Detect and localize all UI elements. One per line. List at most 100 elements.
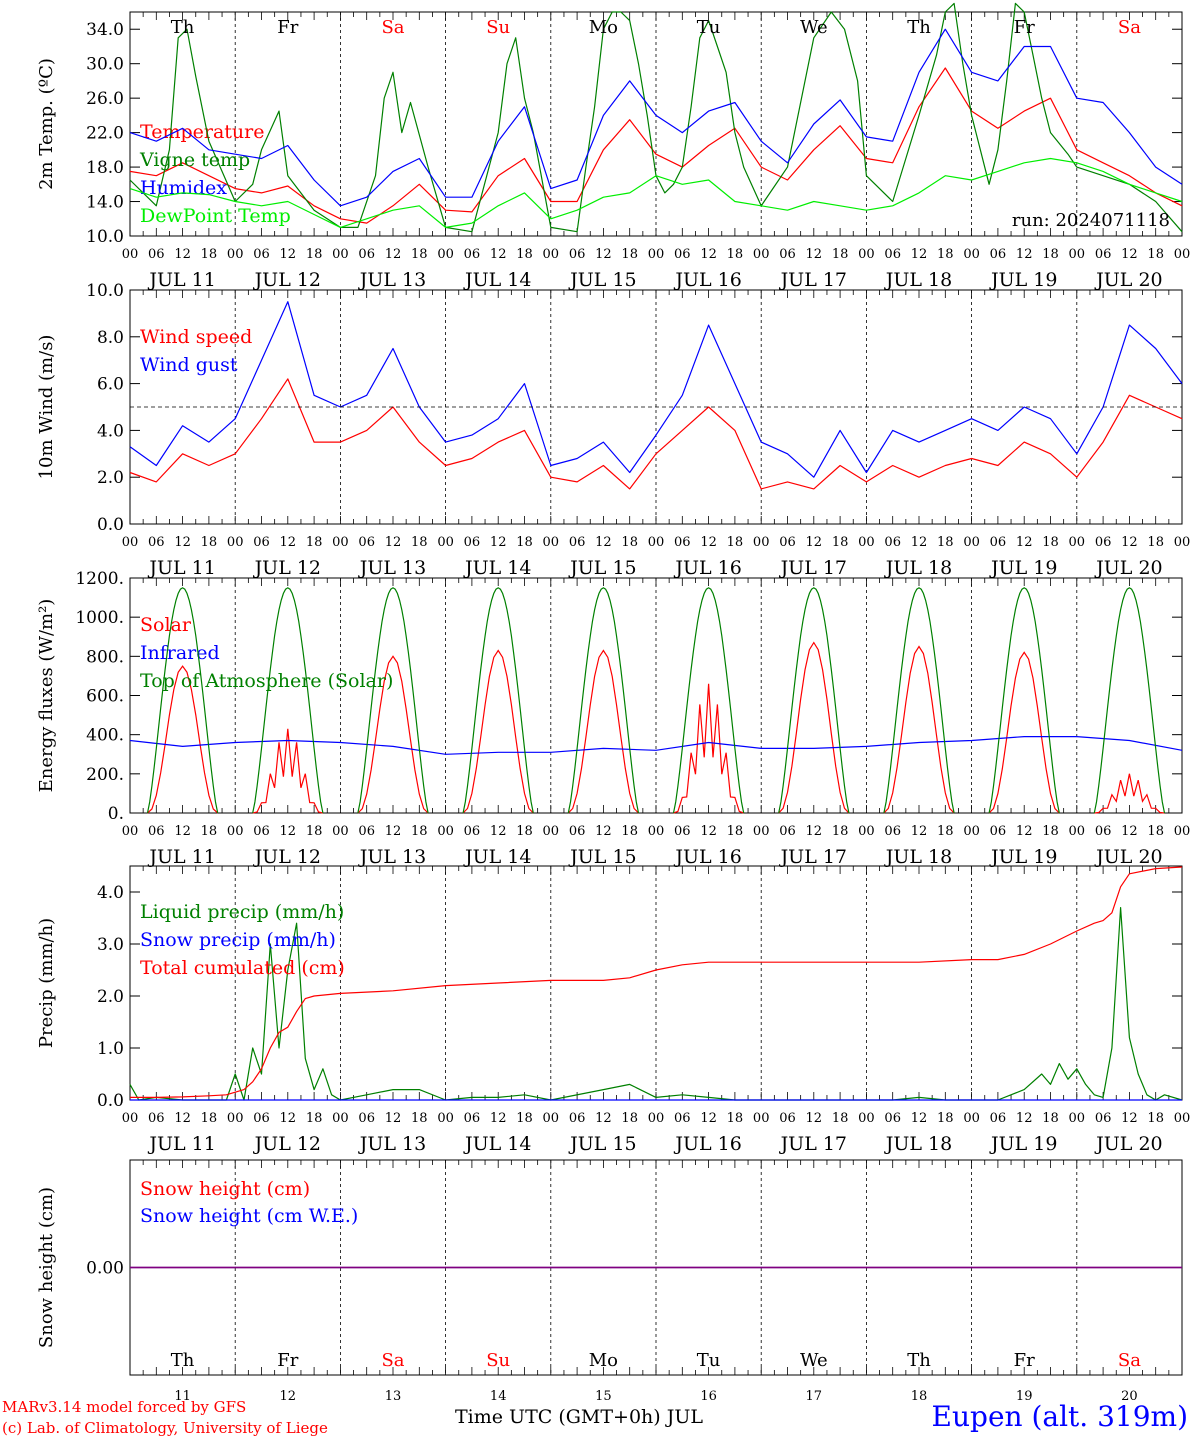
hour-label: 06 (990, 1111, 1007, 1126)
hour-label: 12 (1121, 535, 1138, 550)
hour-label: 12 (911, 535, 928, 550)
day-number: 15 (595, 1389, 612, 1404)
hour-label: 12 (490, 535, 507, 550)
y-tick-label: 34.0 (86, 20, 124, 40)
hour-label: 00 (648, 247, 665, 262)
hour-label: 12 (174, 824, 191, 839)
hour-label: 06 (990, 535, 1007, 550)
date-label: JUL 19 (989, 557, 1057, 579)
date-label: JUL 18 (884, 1133, 952, 1155)
solar-curve (1094, 773, 1165, 814)
hour-label: 06 (674, 1111, 691, 1126)
hour-label: 18 (937, 247, 954, 262)
hour-label: 12 (1016, 535, 1033, 550)
hour-label: 12 (490, 1111, 507, 1126)
hour-label: 06 (779, 535, 796, 550)
y-tick-label: 0.00 (86, 1259, 124, 1279)
day-number: 11 (174, 1389, 191, 1404)
hour-label: 06 (148, 535, 165, 550)
date-label: JUL 19 (989, 1133, 1057, 1155)
hour-label: 12 (806, 1111, 823, 1126)
date-label: JUL 12 (253, 846, 321, 868)
hour-label: 18 (516, 247, 533, 262)
date-label: JUL 13 (358, 846, 426, 868)
date-label: JUL 19 (989, 269, 1057, 291)
day-number: 20 (1121, 1389, 1138, 1404)
solar-curve (988, 651, 1060, 814)
hour-label: 18 (832, 535, 849, 550)
y-axis-label: Snow height (cm) (36, 1187, 57, 1348)
hour-label: 06 (990, 824, 1007, 839)
legend-entry: Vigne temp (139, 149, 250, 171)
hour-label: 00 (543, 247, 560, 262)
hour-label: 06 (884, 247, 901, 262)
y-tick-label: 30.0 (86, 55, 124, 75)
hour-label: 12 (490, 247, 507, 262)
hour-label: 00 (332, 1111, 349, 1126)
date-label: JUL 17 (779, 269, 847, 291)
run-label: run: 2024071118 (1012, 210, 1170, 231)
solar-curve (357, 655, 429, 814)
hour-label: 06 (464, 1111, 481, 1126)
date-label: JUL 11 (147, 269, 215, 291)
legend-entry: Total cumulated (cm) (140, 957, 345, 979)
hour-label: 00 (753, 1111, 770, 1126)
day-number: 13 (385, 1389, 402, 1404)
hour-label: 12 (806, 824, 823, 839)
y-tick-label: 4.0 (97, 883, 124, 903)
hour-label: 00 (1069, 535, 1086, 550)
hour-label: 00 (648, 535, 665, 550)
hour-label: 12 (595, 535, 612, 550)
date-label: JUL 12 (253, 1133, 321, 1155)
weekday-label: Sa (381, 1350, 404, 1371)
weekday-label: Th (171, 1350, 195, 1371)
series-line-red (129, 378, 1183, 490)
y-tick-label: 8.0 (97, 328, 124, 348)
station-name: Eupen (alt. 319m) (931, 1400, 1188, 1433)
date-label: JUL 13 (358, 1133, 426, 1155)
hour-label: 18 (516, 1111, 533, 1126)
hour-label: 12 (385, 535, 402, 550)
hour-label: 18 (1147, 824, 1164, 839)
hour-label: 06 (358, 535, 375, 550)
hour-label: 12 (280, 535, 297, 550)
date-label: JUL 14 (463, 269, 531, 291)
hour-label: 18 (621, 535, 638, 550)
hour-label: 06 (358, 824, 375, 839)
hour-label: 00 (753, 535, 770, 550)
day-number: 16 (700, 1389, 717, 1404)
series-line-blue (129, 28, 1183, 207)
hour-label: 00 (858, 535, 875, 550)
date-label: JUL 17 (779, 846, 847, 868)
hour-label: 06 (779, 824, 796, 839)
hour-label: 00 (437, 535, 454, 550)
date-label: JUL 11 (147, 557, 215, 579)
hour-label: 00 (122, 247, 139, 262)
hour-label: 06 (1095, 247, 1112, 262)
hour-label: 06 (358, 1111, 375, 1126)
hour-label: 06 (674, 824, 691, 839)
hour-label: 00 (963, 535, 980, 550)
hour-label: 18 (201, 535, 218, 550)
y-tick-label: 2.0 (97, 987, 124, 1007)
solar-curve (883, 645, 955, 814)
hour-label: 18 (411, 824, 428, 839)
hour-label: 00 (1069, 824, 1086, 839)
hour-label: 12 (490, 824, 507, 839)
series-line-red (130, 866, 1183, 1099)
legend-entry: Wind speed (140, 326, 252, 348)
legend-entry: Infrared (140, 642, 220, 664)
hour-label: 00 (227, 535, 244, 550)
legend-entry: Liquid precip (mm/h) (140, 901, 344, 923)
hour-label: 00 (227, 247, 244, 262)
lab-credit: (c) Lab. of Climatology, University of L… (2, 1419, 328, 1437)
date-label: JUL 14 (463, 1133, 531, 1155)
hour-label: 00 (227, 1111, 244, 1126)
hour-label: 00 (963, 1111, 980, 1126)
toa-solar-curve (567, 587, 640, 814)
series-line-blue (129, 735, 1183, 755)
legend-entry: DewPoint Temp (140, 205, 291, 227)
solar-curve (778, 641, 850, 814)
solar-curve (673, 683, 744, 814)
hour-label: 18 (621, 824, 638, 839)
